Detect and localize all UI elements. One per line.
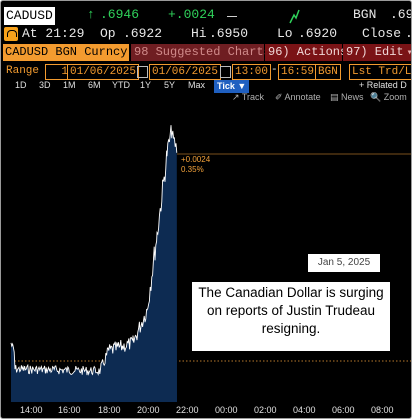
time-stamp: At 21:29 <box>22 26 85 41</box>
up-arrow-icon: ↑ <box>87 7 95 22</box>
end-time-field[interactable]: 16:59 <box>278 64 318 80</box>
chart-tools-bar: ↗ Track ✐ Annotate ▤ News 🔍 Zoom <box>1 92 411 104</box>
x-tick-label: 06:00 <box>332 405 355 415</box>
low-label: Lo <box>277 26 293 41</box>
x-tick-label: 22:00 <box>176 405 199 415</box>
price-area <box>11 125 177 402</box>
period-5y[interactable]: 5Y <box>164 80 176 90</box>
x-tick-label: 20:00 <box>137 405 160 415</box>
start-date-field[interactable]: 01/06/2025 <box>67 64 140 80</box>
x-axis: 14:00 16:00 18:00 20:00 22:00 00:00 02:0… <box>1 402 411 418</box>
range-index-field[interactable]: 1 <box>45 64 71 80</box>
period-1m[interactable]: 1M <box>63 80 76 90</box>
mode-field[interactable]: Lst Trd/Lst P <box>349 64 411 80</box>
x-tick-label: 00:00 <box>215 405 238 415</box>
period-1d[interactable]: 1D <box>15 80 27 90</box>
calendar-icon[interactable] <box>220 66 231 78</box>
source-field[interactable]: BGN <box>315 64 341 80</box>
annotate-button[interactable]: ✐ Annotate <box>275 92 321 102</box>
chevron-down-icon: ▾ <box>407 48 411 59</box>
calendar-icon[interactable] <box>137 66 148 78</box>
ticker-symbol[interactable]: CADUSD <box>4 7 55 25</box>
range-label: Range <box>4 64 42 78</box>
source-label: BGN <box>353 7 377 22</box>
open-value: .6922 <box>123 26 163 41</box>
period-ytd[interactable]: YTD <box>112 80 130 90</box>
stats-bar: At 21:29 Op .6922 Hi .6950 Lo .6920 Clos… <box>1 26 411 44</box>
date-label: Jan 5, 2025 <box>308 254 380 272</box>
caption-box: The Canadian Dollar is surging on report… <box>192 282 390 351</box>
quote-bar: CADUSD ↑ .6946 +.0024 BGN .69 <box>1 7 411 25</box>
security-field[interactable]: CADUSD BGN Curncy <box>3 44 129 61</box>
edit-button[interactable]: 97) Edit▾ <box>343 44 411 61</box>
x-tick-label: 02:00 <box>254 405 277 415</box>
period-bar: 1D 3D 1M 6M YTD 1Y 5Y Max Tick ▼ + Relat… <box>1 80 411 93</box>
toolbar: CADUSD BGN Curncy 98 Suggested Charts▾ 9… <box>1 44 411 61</box>
close-label: Close <box>362 26 402 41</box>
period-1y[interactable]: 1Y <box>140 80 152 90</box>
actions-button[interactable]: 96) Actions▾ <box>265 44 356 61</box>
edit-label: 97) Edit <box>346 45 404 59</box>
zoom-button[interactable]: 🔍 Zoom <box>370 92 407 102</box>
period-3d[interactable]: 3D <box>39 80 51 90</box>
x-tick-label: 08:00 <box>371 405 394 415</box>
range-separator: - <box>271 64 278 76</box>
source-value: .69 <box>390 7 412 22</box>
sparkline-icon <box>289 9 300 24</box>
high-value: .6950 <box>209 26 249 41</box>
x-tick-label: 16:00 <box>58 405 81 415</box>
change-pct: 0.35% <box>181 165 204 174</box>
range-bar: Range 1 01/06/2025 01/06/2025 13:00 - 16… <box>1 64 411 80</box>
last-price: .6946 <box>100 7 140 22</box>
net-change: +.0024 <box>168 7 215 22</box>
open-label: Op <box>100 26 116 41</box>
close-value: . <box>405 26 411 41</box>
actions-label: 96) Actions <box>268 45 348 59</box>
period-6m[interactable]: 6M <box>88 80 101 90</box>
suggested-charts-button[interactable]: 98 Suggested Charts▾ <box>131 44 280 61</box>
x-tick-label: 18:00 <box>98 405 121 415</box>
start-time-field[interactable]: 13:00 <box>232 64 272 80</box>
related-data-button[interactable]: + Related D <box>359 80 407 90</box>
news-button[interactable]: ▤ News <box>330 92 364 102</box>
tick-dropdown-button[interactable]: Tick ▼ <box>214 80 250 93</box>
suggested-charts-label: 98 Suggested Charts <box>134 45 271 59</box>
tick-direction-icon <box>227 16 237 17</box>
low-value: .6920 <box>298 26 338 41</box>
change-abs: +0.0024 <box>181 155 211 164</box>
end-date-field[interactable]: 01/06/2025 <box>149 64 222 80</box>
alert-bell-icon[interactable] <box>4 27 18 41</box>
x-tick-label: 14:00 <box>20 405 43 415</box>
high-label: Hi <box>191 26 207 41</box>
price-chart[interactable] <box>1 105 411 402</box>
track-button[interactable]: ↗ Track <box>232 92 265 102</box>
period-max[interactable]: Max <box>188 80 206 90</box>
price-line <box>10 125 178 376</box>
x-tick-label: 04:00 <box>293 405 316 415</box>
change-annotation: +0.0024 0.35% <box>181 155 210 175</box>
